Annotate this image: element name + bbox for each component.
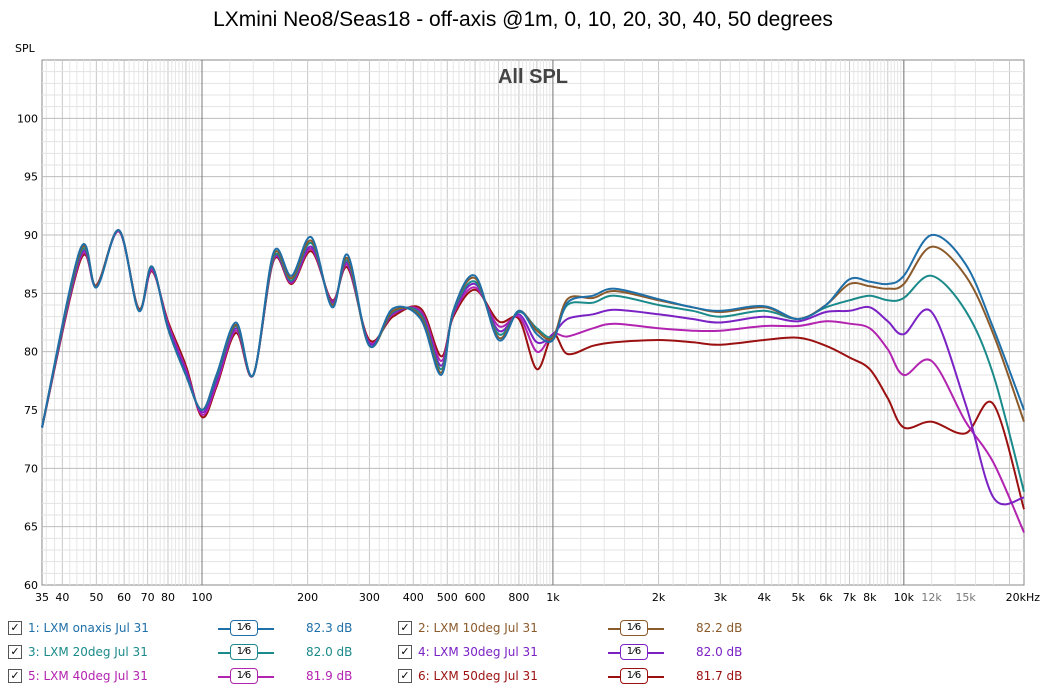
- legend-value: 81.7 dB: [696, 669, 743, 683]
- legend-checkbox[interactable]: ✓: [398, 645, 412, 659]
- grid: [42, 60, 1024, 585]
- x-tick-label: 6k: [819, 591, 833, 604]
- x-tick-label: 1k: [546, 591, 560, 604]
- x-tick-label: 600: [465, 591, 486, 604]
- x-tick-label: 100: [191, 591, 212, 604]
- legend-entry: ✓ 5: LXM 40deg Jul 31 1⁄6 81.9 dB: [8, 668, 388, 686]
- x-tick-label: 7k: [843, 591, 857, 604]
- legend-label: 6: LXM 50deg Jul 31: [418, 669, 538, 683]
- legend-value: 82.2 dB: [696, 621, 743, 635]
- x-tick-label: 70: [141, 591, 155, 604]
- legend-checkbox[interactable]: ✓: [8, 645, 22, 659]
- x-tick-label: 20kHz: [1006, 591, 1041, 604]
- x-tick-label: 500: [437, 591, 458, 604]
- x-tick-label: 10k: [894, 591, 915, 604]
- x-tick-label: 40: [55, 591, 69, 604]
- legend-entry: ✓ 1: LXM onaxis Jul 31 1⁄6 82.3 dB: [8, 620, 388, 638]
- legend-entry: ✓ 6: LXM 50deg Jul 31 1⁄6 81.7 dB: [398, 668, 778, 686]
- x-tick-label: 60: [117, 591, 131, 604]
- smoothing-button[interactable]: 1⁄6: [230, 620, 258, 636]
- x-tick-label: 50: [89, 591, 103, 604]
- legend-label: 3: LXM 20deg Jul 31: [28, 645, 148, 659]
- legend-checkbox[interactable]: ✓: [398, 621, 412, 635]
- smoothing-button[interactable]: 1⁄6: [620, 620, 648, 636]
- x-tick-label: 5k: [792, 591, 806, 604]
- legend-label: 1: LXM onaxis Jul 31: [28, 621, 149, 635]
- legend-label: 4: LXM 30deg Jul 31: [418, 645, 538, 659]
- legend-entry: ✓ 2: LXM 10deg Jul 31 1⁄6 82.2 dB: [398, 620, 778, 638]
- y-tick-label: 100: [17, 112, 38, 125]
- x-tick-label: 8k: [863, 591, 877, 604]
- x-tick-label: 200: [297, 591, 318, 604]
- y-tick-label: 60: [24, 579, 38, 592]
- x-tick-label: 4k: [758, 591, 772, 604]
- legend-value: 82.0 dB: [696, 645, 743, 659]
- legend-checkbox[interactable]: ✓: [398, 669, 412, 683]
- smoothing-button[interactable]: 1⁄6: [620, 644, 648, 660]
- smoothing-button[interactable]: 1⁄6: [230, 668, 258, 684]
- legend-value: 82.3 dB: [306, 621, 353, 635]
- legend-label: 5: LXM 40deg Jul 31: [28, 669, 148, 683]
- legend-entry: ✓ 4: LXM 30deg Jul 31 1⁄6 82.0 dB: [398, 644, 778, 662]
- x-tick-label: 400: [403, 591, 424, 604]
- legend-entry: ✓ 3: LXM 20deg Jul 31 1⁄6 82.0 dB: [8, 644, 388, 662]
- x-tick-label: 3k: [714, 591, 728, 604]
- x-tick-label: 800: [508, 591, 529, 604]
- chart-subtitle: All SPL: [498, 66, 568, 88]
- x-tick-label: 300: [359, 591, 380, 604]
- legend-checkbox[interactable]: ✓: [8, 621, 22, 635]
- y-tick-label: 70: [24, 462, 38, 475]
- x-axis: 35 40 50 60 70 80 100 200 300 400 500 600 800 1k 2k 3k 4…: [35, 591, 1040, 604]
- chart-plot: 60 65 70 75 80 85 90 95 100 35 40 50 60 70 80 100 200 30…: [15, 42, 1040, 604]
- y-tick-label: 75: [24, 404, 38, 417]
- y-tick-label: 90: [24, 229, 38, 242]
- y-tick-label: 80: [24, 346, 38, 359]
- series-line: [41, 229, 1025, 428]
- x-tick-label: 2k: [652, 591, 666, 604]
- series-lines: [41, 229, 1025, 533]
- legend-checkbox[interactable]: ✓: [8, 669, 22, 683]
- x-tick-label: 15k: [955, 591, 976, 604]
- y-axis: 60 65 70 75 80 85 90 95 100: [17, 112, 38, 592]
- y-tick-label: 85: [24, 287, 38, 300]
- x-tick-label: 35: [35, 591, 49, 604]
- legend-value: 81.9 dB: [306, 669, 353, 683]
- y-axis-label: SPL: [15, 42, 36, 55]
- smoothing-button[interactable]: 1⁄6: [230, 644, 258, 660]
- smoothing-button[interactable]: 1⁄6: [620, 668, 648, 684]
- y-tick-label: 95: [24, 171, 38, 184]
- legend-value: 82.0 dB: [306, 645, 353, 659]
- chart-title: LXmini Neo8/Seas18 - off-axis @1m, 0, 10…: [213, 8, 833, 31]
- legend-label: 2: LXM 10deg Jul 31: [418, 621, 538, 635]
- x-tick-label: 12k: [921, 591, 942, 604]
- y-tick-label: 65: [24, 521, 38, 534]
- x-tick-label: 80: [161, 591, 175, 604]
